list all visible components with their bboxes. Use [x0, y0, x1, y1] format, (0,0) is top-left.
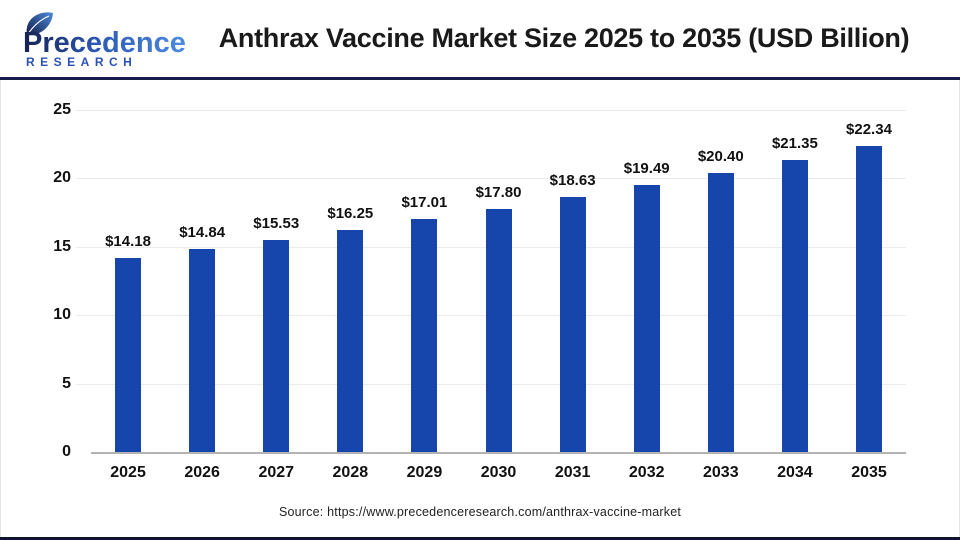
bar-slot: $18.63 [536, 110, 610, 452]
bar-value-label: $18.63 [549, 172, 596, 190]
bar-2025 [115, 258, 142, 452]
bar-value-label: $16.25 [327, 204, 374, 222]
bar-2034 [781, 159, 808, 452]
y-tick-label: 15 [53, 237, 71, 255]
bar-slot: $19.49 [610, 110, 684, 452]
bar-value-label: $22.34 [846, 121, 892, 139]
x-tick-label: 2030 [480, 464, 517, 481]
x-tick-label: 2028 [332, 464, 369, 481]
x-tick-label: 2032 [628, 464, 665, 481]
bar-slot: $16.25 [313, 110, 387, 452]
y-tick-label: 10 [53, 306, 71, 324]
x-tick-label: 2029 [406, 464, 443, 481]
y-tick-label: 5 [62, 374, 71, 392]
x-tick-label: 2027 [258, 464, 295, 481]
logo-graphic: Precedence RESEARCH [23, 11, 186, 68]
header: Precedence RESEARCH Anthrax Vaccine Mark… [0, 0, 960, 80]
x-tick-label: 2031 [554, 464, 591, 481]
bar-2026 [189, 249, 216, 452]
gridline [76, 110, 906, 111]
leaf-icon [26, 11, 53, 35]
bar-2030 [485, 208, 512, 452]
bar-slot: $22.34 [832, 110, 906, 452]
x-tick-label: 2026 [184, 464, 220, 481]
source-caption: Source: https://www.precedenceresearch.c… [278, 505, 682, 519]
y-tick-label: 0 [62, 443, 71, 460]
logo-wordmark: Precedence [23, 27, 186, 59]
bar-value-label: $20.40 [697, 147, 744, 165]
x-axis: 2025 2026 2027 2028 2029 2030 2031 2032 2033 2034… [91, 464, 906, 482]
x-tick-label: 2035 [851, 464, 887, 481]
leaf-vein [27, 14, 50, 34]
bar-2031 [559, 197, 586, 452]
bar-slot: $21.35 [758, 110, 832, 452]
bar-value-label: $14.18 [105, 233, 151, 251]
bar-value-label: $14.84 [179, 224, 226, 241]
bar-slot: $20.40 [684, 110, 758, 452]
precedence-research-logo: Precedence RESEARCH [18, 10, 198, 68]
y-tick-label: 20 [53, 169, 71, 187]
bar-value-label: $21.35 [771, 134, 818, 152]
x-tick-label: 2033 [703, 464, 739, 481]
logo-subtitle: RESEARCH [26, 55, 137, 68]
y-tick-label: 25 [53, 101, 71, 118]
bar-slot: $17.01 [387, 110, 461, 452]
gridline [76, 178, 906, 180]
chart-panel: 0 5 10 15 20 25 $14.18 $14.84 $15.53 $16.25 $17.0… [0, 80, 960, 537]
bar-value-label: $19.49 [623, 160, 670, 178]
bar-slot: $14.18 [91, 110, 165, 452]
chart-title: Anthrax Vaccine Market Size 2025 to 2035… [218, 23, 910, 53]
bar-value-label: $15.53 [253, 214, 300, 232]
bar-2028 [337, 229, 364, 452]
bar-slot: $17.80 [461, 110, 535, 452]
bar-2035 [855, 146, 882, 452]
x-tick-label: 2025 [110, 464, 146, 481]
bar-2032 [633, 185, 660, 452]
bar-slot: $14.84 [165, 110, 239, 452]
bar-2029 [411, 219, 438, 452]
bar-2033 [707, 172, 734, 452]
plot-area: $14.18 $14.84 $15.53 $16.25 $17.01 $17.80 $18.… [91, 110, 906, 454]
x-tick-label: 2034 [777, 464, 813, 481]
bar-slot: $15.53 [239, 110, 313, 452]
bar-value-label: $17.01 [401, 194, 448, 212]
bar-value-label: $17.80 [475, 183, 522, 201]
bar-2027 [263, 239, 290, 452]
